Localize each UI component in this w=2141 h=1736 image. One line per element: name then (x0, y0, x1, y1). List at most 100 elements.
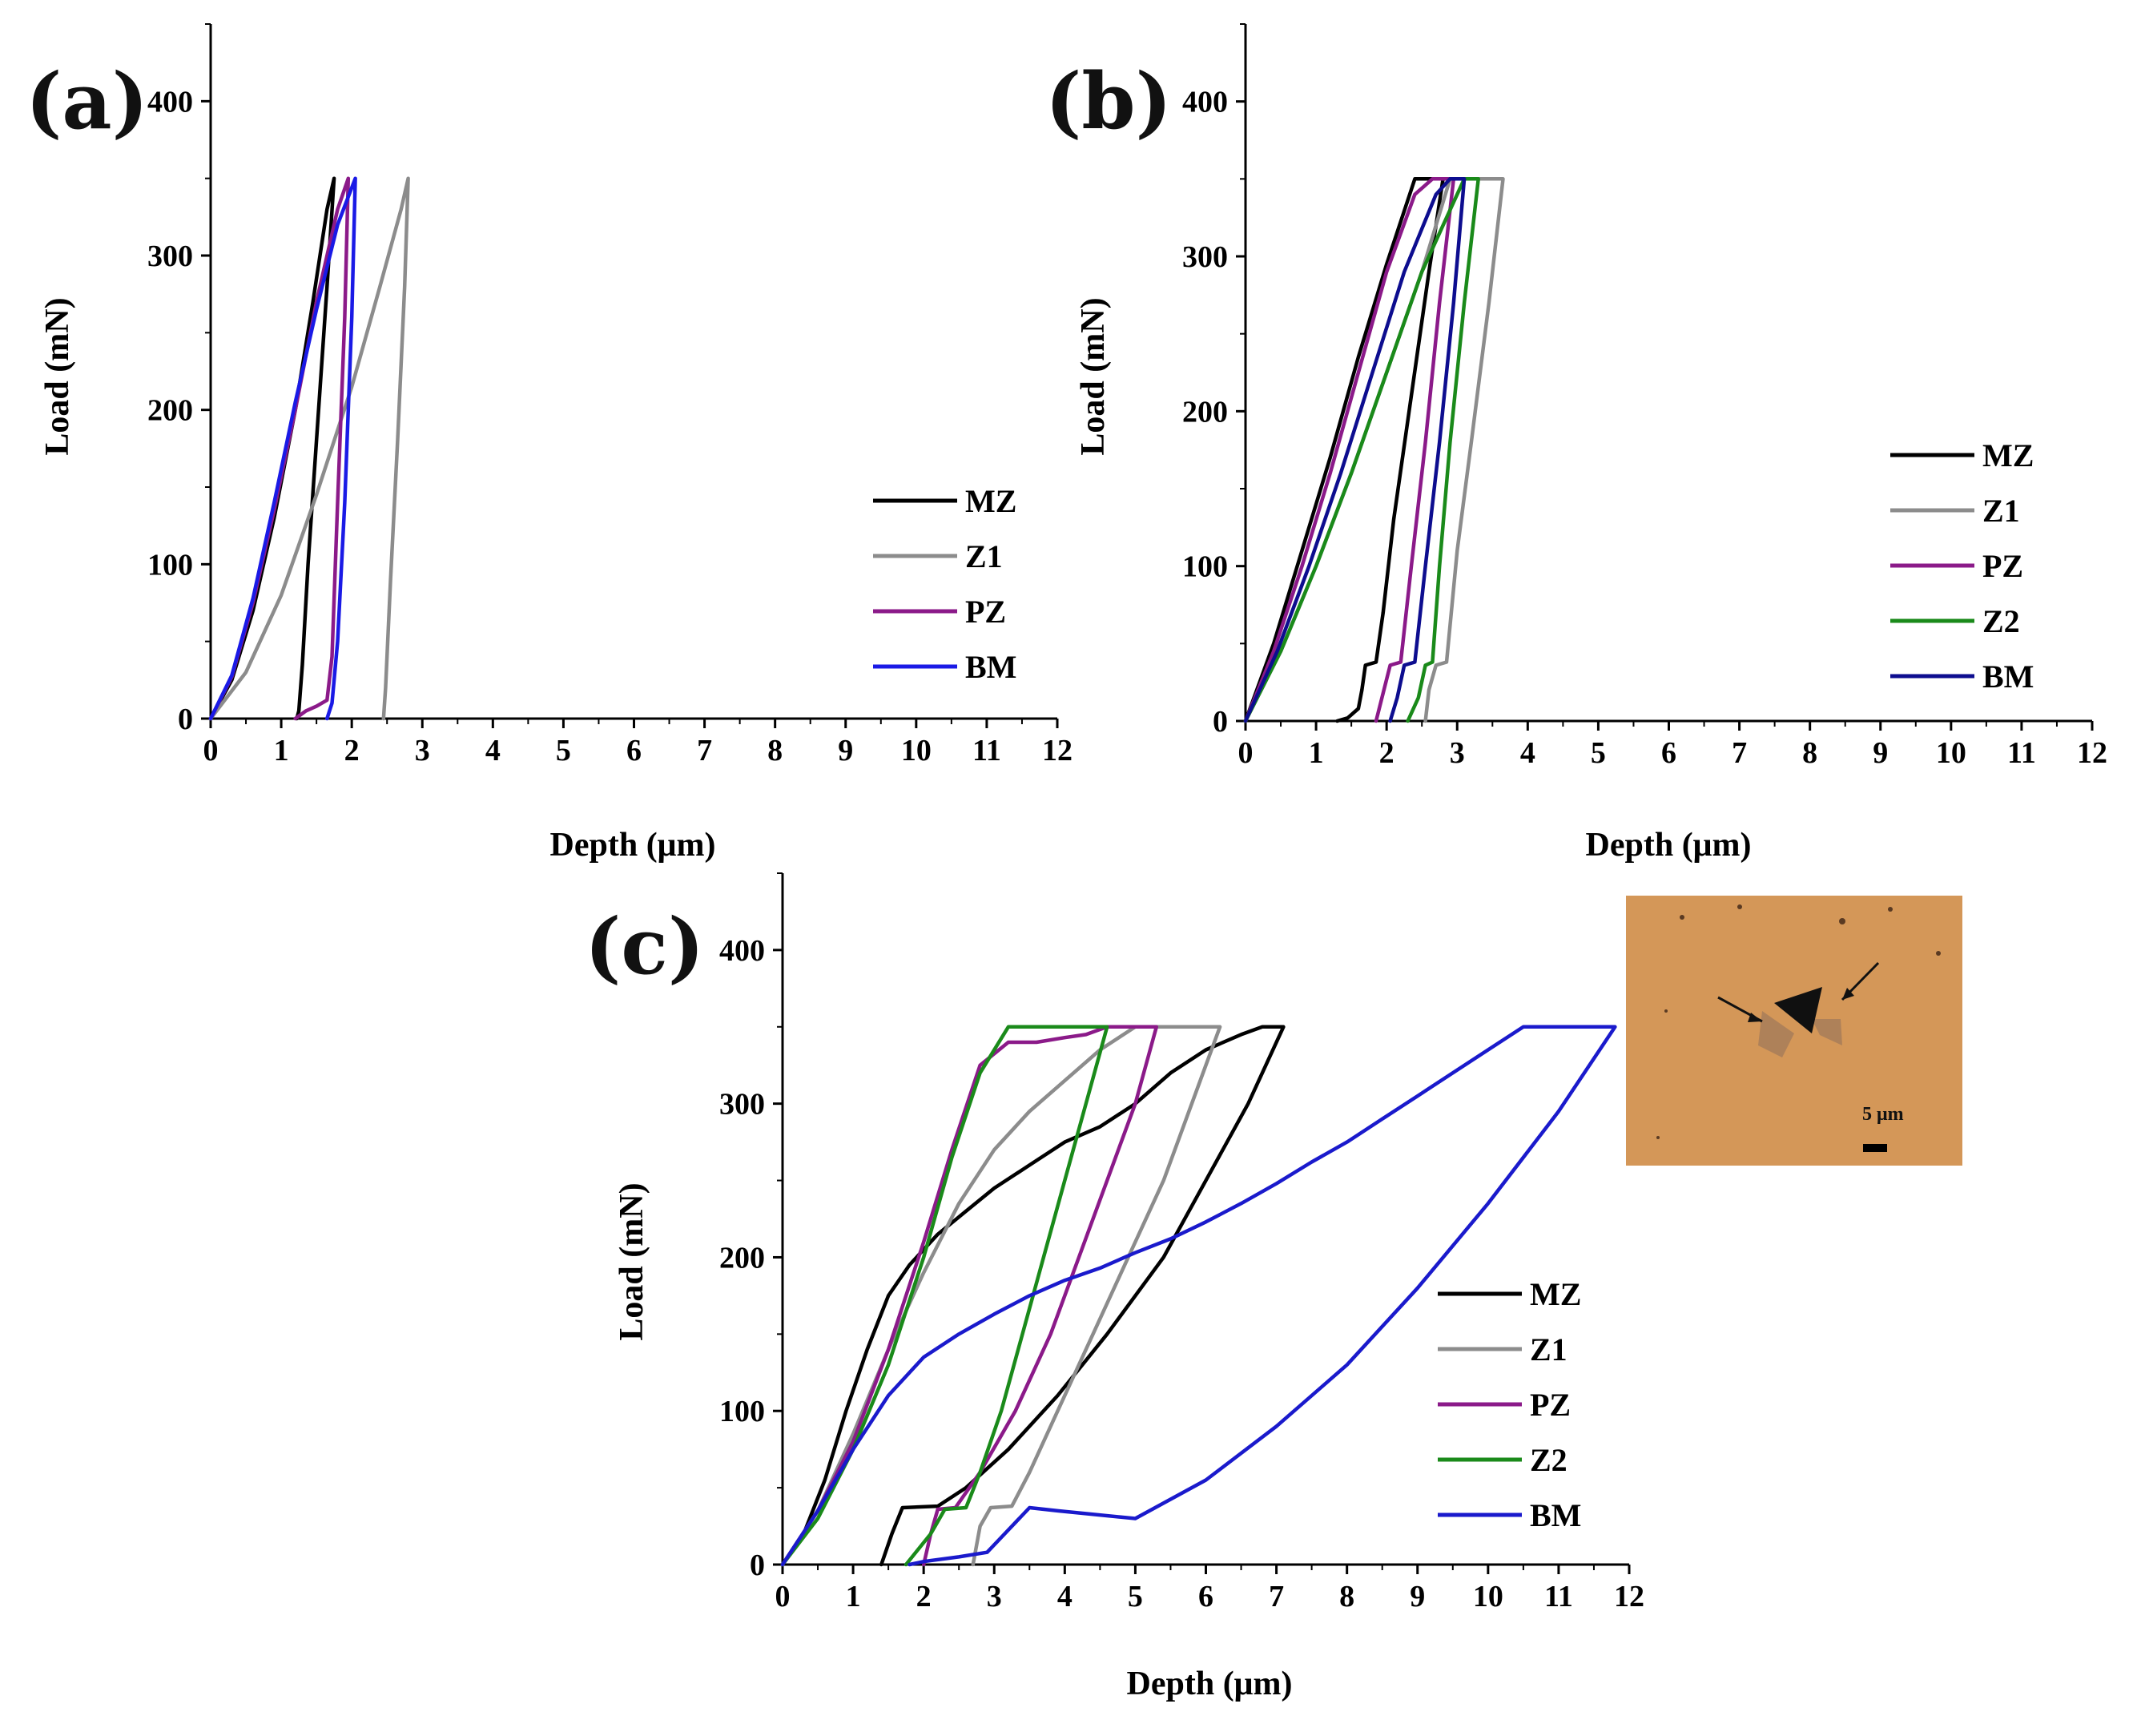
dust-speck (1839, 918, 1845, 924)
x-tick-label: 6 (1661, 736, 1676, 770)
x-axis-label: Depth (μm) (550, 827, 716, 864)
x-tick-label: 5 (556, 734, 571, 767)
legend-label-pz: PZ (965, 594, 1006, 630)
dust-speck (1936, 951, 1941, 956)
series-line-bm (208, 176, 357, 721)
x-tick-label: 10 (1473, 1580, 1503, 1613)
series-line-bm (780, 1025, 1617, 1567)
x-tick-label: 5 (1128, 1580, 1143, 1613)
indent-shadow-left (1758, 1011, 1794, 1057)
legend-label-bm: BM (1982, 659, 2034, 695)
y-tick-label: 400 (719, 934, 765, 968)
x-tick-label: 9 (1873, 736, 1888, 770)
indentation-mark (1774, 987, 1822, 1033)
y-tick-label: 200 (147, 394, 193, 428)
y-tick-label: 300 (147, 240, 193, 273)
y-tick-label: 0 (1213, 705, 1228, 739)
y-tick-label: 400 (1182, 86, 1228, 119)
y-tick-label: 0 (750, 1549, 765, 1582)
legend-label-z1: Z1 (1530, 1331, 1568, 1367)
x-tick-label: 0 (203, 734, 219, 767)
dust-speck (1664, 1009, 1668, 1013)
legend-label-bm: BM (965, 649, 1016, 685)
series-line-mz (1243, 177, 1445, 723)
x-tick-label: 9 (1410, 1580, 1425, 1613)
panel-letter: (c) (585, 901, 704, 992)
x-tick-label: 4 (485, 734, 501, 767)
y-tick-label: 300 (719, 1088, 765, 1122)
x-tick-label: 6 (626, 734, 642, 767)
legend-label-mz: MZ (1530, 1276, 1581, 1312)
x-tick-label: 12 (1614, 1580, 1644, 1613)
series-line-pz (1243, 177, 1456, 723)
series-line-bm (1243, 177, 1467, 723)
x-tick-label: 6 (1198, 1580, 1213, 1613)
x-tick-label: 1 (274, 734, 289, 767)
x-tick-label: 2 (1379, 736, 1394, 770)
x-tick-label: 1 (1309, 736, 1324, 770)
x-tick-label: 7 (697, 734, 712, 767)
legend-label-bm: BM (1530, 1497, 1581, 1533)
y-tick-label: 0 (178, 703, 193, 736)
legend-label-z1: Z1 (1982, 493, 2020, 529)
indent-shadow-right (1812, 1019, 1842, 1045)
legend-label-pz: PZ (1530, 1387, 1571, 1423)
series-line-z2 (1243, 177, 1480, 723)
legend-label-mz: MZ (965, 483, 1016, 519)
x-tick-label: 0 (1238, 736, 1254, 770)
panel-letter: (b) (1045, 56, 1172, 147)
x-tick-label: 2 (344, 734, 360, 767)
x-tick-label: 11 (972, 734, 1001, 767)
arrow-left-head (1748, 1013, 1762, 1022)
x-tick-label: 8 (1339, 1580, 1354, 1613)
x-tick-label: 3 (1450, 736, 1465, 770)
micrograph-inset: 5 μm (1626, 896, 1962, 1166)
dust-speck (1680, 915, 1684, 920)
x-tick-label: 4 (1057, 1580, 1073, 1613)
legend-label-z2: Z2 (1982, 603, 2020, 639)
series-line-z1 (780, 1025, 1222, 1567)
x-tick-label: 5 (1591, 736, 1606, 770)
x-tick-label: 1 (846, 1580, 861, 1613)
scale-bar-label: 5 μm (1862, 1104, 1904, 1125)
dust-speck (1656, 1136, 1660, 1139)
y-axis-label: Load (mN) (1075, 297, 1112, 455)
micrograph-background (1626, 896, 1962, 1166)
x-tick-label: 2 (916, 1580, 932, 1613)
y-tick-label: 300 (1182, 240, 1228, 274)
y-axis-label: Load (mN) (39, 297, 76, 455)
x-axis-label: Depth (μm) (1127, 1666, 1293, 1702)
y-tick-label: 100 (1182, 550, 1228, 584)
series-line-z2 (780, 1025, 1109, 1567)
legend-label-z1: Z1 (965, 538, 1003, 574)
x-tick-label: 0 (775, 1580, 791, 1613)
y-tick-label: 100 (147, 548, 193, 582)
y-tick-label: 200 (1182, 395, 1228, 429)
legend-label-mz: MZ (1982, 437, 2034, 473)
y-tick-label: 100 (719, 1395, 765, 1428)
x-tick-label: 7 (1732, 736, 1747, 770)
x-tick-label: 12 (2077, 736, 2107, 770)
x-tick-label: 3 (415, 734, 430, 767)
y-tick-label: 400 (147, 85, 193, 119)
dust-speck (1737, 904, 1742, 909)
x-tick-label: 10 (901, 734, 932, 767)
x-axis-label: Depth (μm) (1586, 827, 1752, 864)
series-line-mz (780, 1025, 1286, 1567)
x-tick-label: 10 (1936, 736, 1966, 770)
legend-label-z2: Z2 (1530, 1442, 1568, 1478)
x-tick-label: 3 (987, 1580, 1002, 1613)
x-tick-label: 12 (1042, 734, 1073, 767)
series-line-mz (208, 176, 336, 721)
y-axis-label: Load (mN) (614, 1182, 650, 1340)
x-tick-label: 4 (1520, 736, 1535, 770)
legend-label-pz: PZ (1982, 548, 2023, 584)
x-tick-label: 9 (838, 734, 853, 767)
x-tick-label: 8 (1802, 736, 1817, 770)
y-tick-label: 200 (719, 1241, 765, 1275)
x-tick-label: 11 (1544, 1580, 1573, 1613)
